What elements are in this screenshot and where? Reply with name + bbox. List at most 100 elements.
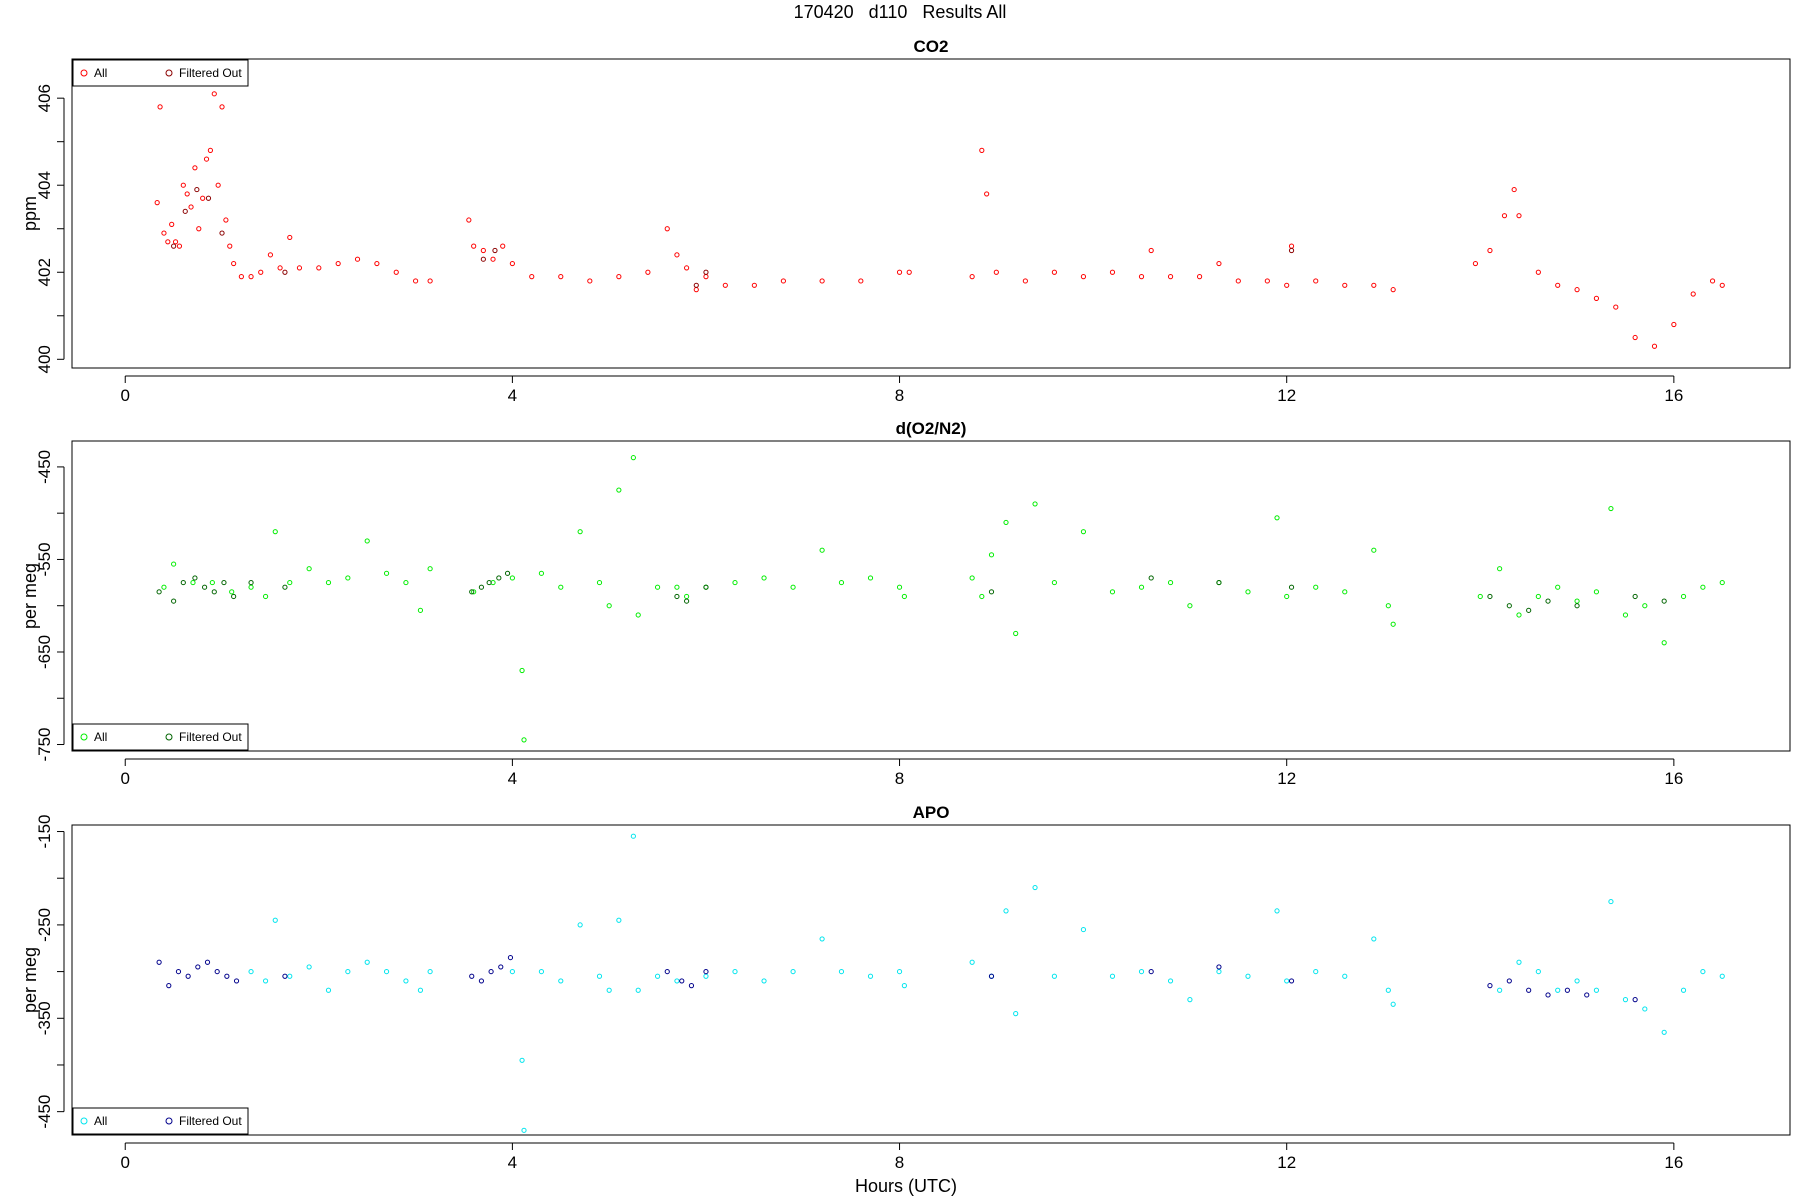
x-tick-label: 16: [1664, 1153, 1683, 1172]
data-point: [596, 973, 603, 979]
data-point: [1187, 997, 1193, 1003]
data-point: [538, 570, 545, 576]
data-point: [469, 973, 475, 979]
data-point: [157, 104, 163, 110]
data-point: [1719, 282, 1725, 288]
data-point: [1284, 282, 1290, 288]
x-axis: [124, 375, 1675, 383]
data-point: [1593, 589, 1600, 595]
data-point: [374, 260, 380, 267]
data-point: [480, 256, 486, 262]
data-point: [282, 584, 288, 590]
data-point: [732, 579, 738, 586]
data-point: [364, 538, 370, 544]
chart-title: APO: [913, 803, 950, 822]
data-point: [469, 589, 475, 595]
data-point: [248, 274, 254, 280]
data-point: [1632, 334, 1638, 341]
data-point: [277, 265, 283, 271]
data-point: [1080, 529, 1087, 535]
data-point: [1167, 274, 1174, 280]
data-point: [180, 182, 186, 188]
data-point: [703, 973, 709, 979]
data-point: [1390, 1001, 1396, 1007]
data-point: [185, 973, 191, 979]
legend-marker: [165, 733, 173, 741]
data-point: [1390, 621, 1396, 627]
data-point: [287, 234, 293, 241]
data-point: [480, 247, 486, 254]
legend-marker: [165, 1117, 173, 1125]
legend-label: All: [94, 1114, 107, 1128]
data-point: [1506, 978, 1512, 984]
data-point: [1313, 278, 1319, 284]
data-point: [403, 978, 409, 984]
data-point: [161, 230, 167, 236]
data-point: [979, 147, 985, 153]
legend-marker: [80, 733, 88, 741]
data-point: [1535, 593, 1541, 600]
legend: [72, 723, 249, 751]
x-tick-label: 12: [1277, 386, 1296, 405]
data-point: [896, 269, 903, 275]
data-point: [1506, 603, 1512, 609]
data-point: [221, 579, 227, 586]
legend-marker: [165, 69, 173, 77]
y-axis: [57, 831, 65, 1113]
data-point: [1051, 973, 1058, 979]
data-point: [1148, 575, 1154, 581]
data-point: [684, 593, 690, 600]
data-point: [1477, 593, 1483, 600]
x-axis-label: Hours (UTC): [855, 1176, 957, 1196]
data-point: [984, 191, 990, 197]
data-point: [521, 737, 527, 743]
data-point: [1288, 584, 1295, 590]
data-point: [219, 230, 225, 236]
data-point: [664, 226, 670, 232]
data-point: [969, 575, 975, 581]
data-point: [1632, 997, 1638, 1003]
data-point: [258, 269, 264, 275]
data-point: [383, 570, 390, 576]
data-point: [838, 968, 845, 975]
data-point: [988, 552, 995, 558]
data-point: [1284, 978, 1290, 984]
data-point: [238, 274, 244, 280]
data-point: [1284, 593, 1290, 600]
data-point: [166, 983, 172, 989]
data-point: [354, 256, 361, 262]
data-point: [1216, 968, 1222, 975]
data-point: [1555, 987, 1561, 993]
data-point: [1013, 1011, 1019, 1017]
y-tick-label: 402: [35, 258, 54, 286]
chart-panel-1: [57, 58, 1791, 383]
data-point: [1564, 987, 1570, 993]
data-point: [519, 1057, 525, 1063]
chart-title: CO2: [914, 37, 949, 56]
data-point: [616, 274, 622, 280]
data-point: [156, 959, 162, 965]
data-point: [180, 579, 186, 586]
data-point: [819, 547, 825, 553]
data-point: [596, 579, 603, 586]
data-point: [325, 987, 332, 993]
data-point: [182, 208, 188, 214]
data-point: [1371, 547, 1377, 553]
data-point: [282, 269, 288, 275]
data-point: [192, 165, 198, 171]
data-point: [969, 274, 975, 280]
data-point: [194, 186, 200, 193]
data-point: [1608, 505, 1614, 512]
data-point: [1487, 983, 1493, 989]
y-tick-label: -450: [35, 450, 54, 484]
x-tick-label: 16: [1664, 386, 1683, 405]
data-point: [896, 584, 903, 590]
data-point: [175, 968, 182, 975]
data-point: [616, 917, 622, 923]
y-tick-label: 406: [35, 84, 54, 112]
data-point: [478, 584, 485, 590]
series-filtered-out: [156, 570, 1667, 613]
data-point: [630, 833, 636, 839]
data-point: [413, 278, 419, 284]
data-point: [1245, 973, 1251, 979]
